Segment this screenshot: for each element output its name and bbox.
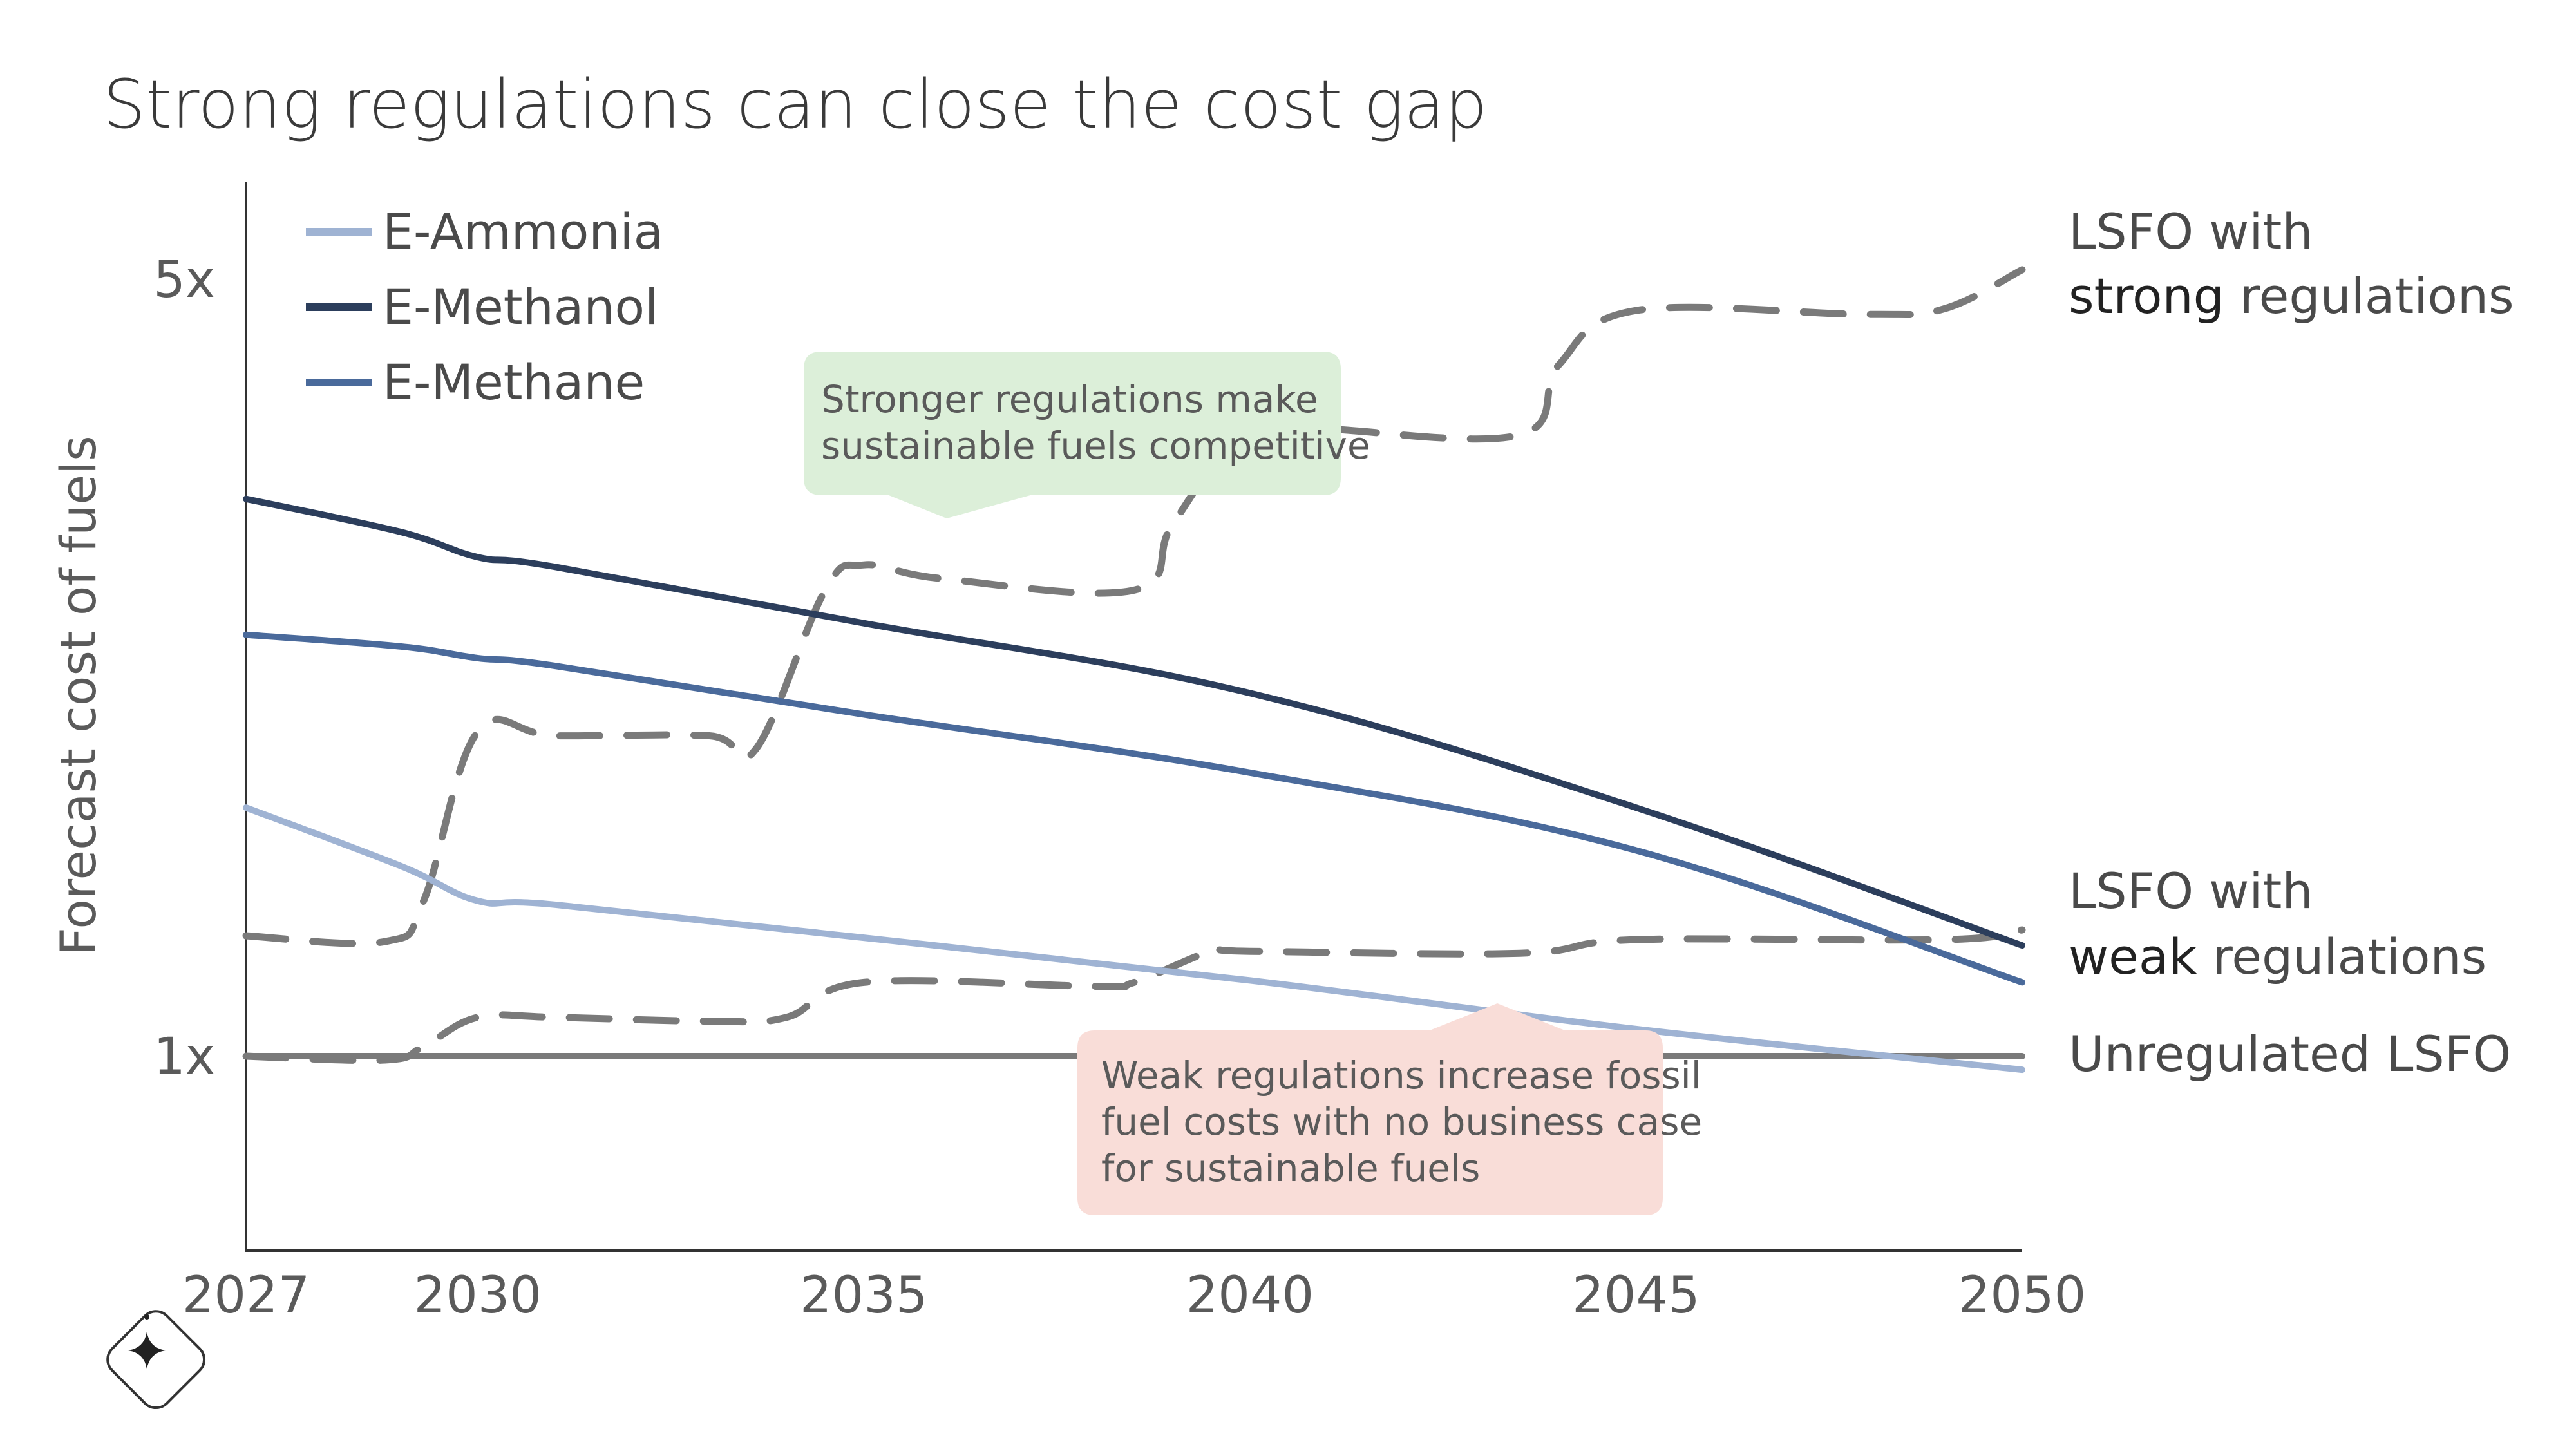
sparkle-badge [106,1310,206,1410]
end-label-weak-line-1: LSFO with [2069,862,2313,920]
annotation-weak-line-2: fuel costs with no business case [1101,1100,1702,1144]
y-tick-label: 5x [153,251,215,309]
y-axis-title: Forecast cost of fuels [50,435,107,955]
y-axis-label: Forecast cost of fuels [50,435,107,955]
annotation-weak: Weak regulations increase fossil fuel co… [1077,1003,1702,1215]
annotation-weak-box [1077,1003,1663,1215]
legend-label-e-methane: E-Methane [383,354,645,411]
annotation-strong-line-2: sustainable fuels competitive [821,424,1370,468]
end-label-weak-line-2: weak regulations [2069,928,2486,985]
badge-dot-icon [144,1314,149,1320]
series-line-e-ammonia [243,804,2025,1074]
x-tick-label: 2030 [413,1267,542,1325]
x-tick-label: 2027 [182,1267,310,1325]
annotation-strong-box [804,352,1341,518]
legend-label-e-methanol: E-Methanol [383,278,658,336]
series-line-e-methane [243,631,2025,986]
chart-title: Strong regulations can close the cost ga… [103,65,1488,144]
end-label-weak-rest: regulations [2197,928,2487,985]
legend-label-e-ammonia: E-Ammonia [383,203,663,260]
y-tick-labels: 1x 5x [153,251,215,1086]
annotation-strong: Stronger regulations make sustainable fu… [804,352,1370,518]
annotation-weak-line-1: Weak regulations increase fossil [1101,1054,1701,1097]
end-label-strong-line-1: LSFO with [2069,203,2313,260]
series-line-e-methanol [243,495,2025,949]
end-label-strong-line-2: strong regulations [2069,267,2514,325]
series-line-lsfo-with-strong-regulations [242,266,2026,947]
x-tick-label: 2045 [1572,1267,1700,1325]
end-label-strong-rest: regulations [2224,267,2514,325]
series-line-lsfo-with-weak-regulations [242,926,2026,1065]
x-tick-label: 2035 [800,1267,928,1325]
x-tick-label: 2040 [1186,1267,1314,1325]
annotation-strong-line-1: Stronger regulations make [821,377,1318,421]
legend: E-Ammonia E-Methanol E-Methane [306,203,663,411]
sparkle-icon [128,1332,166,1369]
annotation-weak-line-3: for sustainable fuels [1101,1146,1480,1190]
x-tick-label: 2050 [1958,1267,2087,1325]
sparkle-badge-frame [106,1310,206,1410]
x-tick-labels: 2027 2030 2035 2040 2045 2050 [182,1267,2087,1325]
end-labels: LSFO with strong regulations LSFO with w… [2069,203,2514,1083]
y-tick-label: 1x [153,1028,215,1086]
series-layer [242,266,2026,1074]
end-label-weak-bold: weak [2069,928,2197,985]
end-label-strong-bold: strong [2069,267,2224,325]
end-label-unregulated: Unregulated LSFO [2069,1025,2511,1083]
